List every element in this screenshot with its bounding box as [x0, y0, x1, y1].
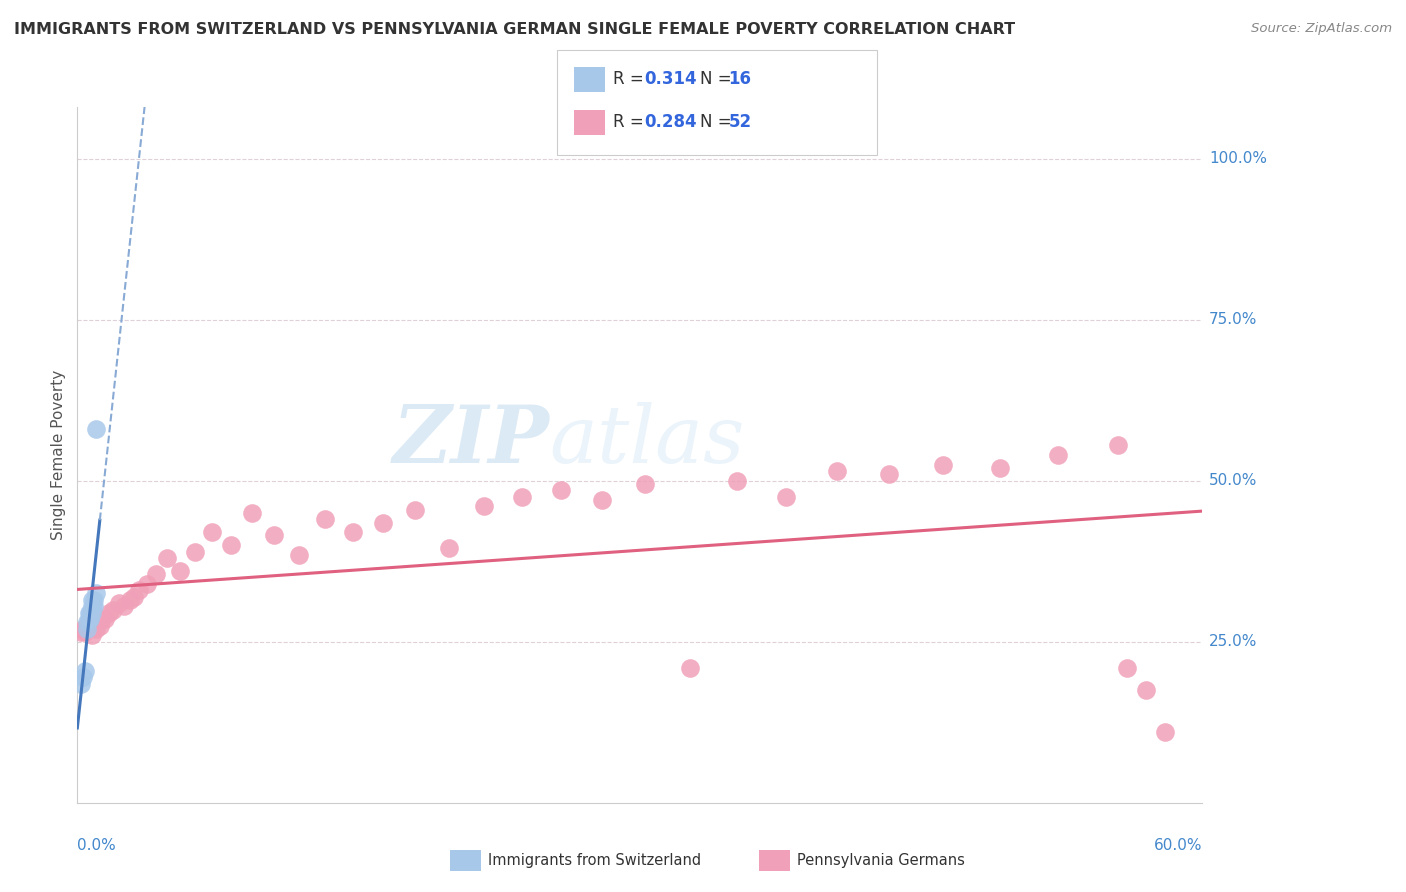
- Point: [371, 516, 394, 530]
- Point: [472, 500, 495, 514]
- Point: [77, 606, 100, 620]
- Point: [98, 606, 121, 620]
- Point: [1107, 438, 1129, 452]
- Text: 16: 16: [728, 70, 751, 88]
- Point: [128, 583, 150, 598]
- Point: [932, 458, 955, 472]
- Point: [83, 592, 105, 607]
- Point: [73, 625, 96, 640]
- Point: [94, 612, 117, 626]
- Point: [240, 506, 263, 520]
- Point: [84, 586, 107, 600]
- Y-axis label: Single Female Poverty: Single Female Poverty: [51, 370, 66, 540]
- Point: [77, 622, 100, 636]
- Text: Pennsylvania Germans: Pennsylvania Germans: [797, 854, 965, 868]
- Point: [87, 615, 110, 630]
- Point: [89, 618, 111, 632]
- Text: 60.0%: 60.0%: [1154, 838, 1202, 854]
- Point: [77, 612, 100, 626]
- Text: 0.284: 0.284: [644, 113, 696, 131]
- Point: [73, 664, 96, 678]
- Point: [83, 618, 105, 632]
- Point: [634, 476, 657, 491]
- Point: [1135, 683, 1157, 698]
- Point: [679, 660, 702, 674]
- Text: IMMIGRANTS FROM SWITZERLAND VS PENNSYLVANIA GERMAN SINGLE FEMALE POVERTY CORRELA: IMMIGRANTS FROM SWITZERLAND VS PENNSYLVA…: [14, 22, 1015, 37]
- Point: [72, 670, 94, 684]
- Point: [725, 474, 748, 488]
- Point: [76, 622, 98, 636]
- Point: [1153, 725, 1175, 739]
- Point: [184, 544, 207, 558]
- Text: 25.0%: 25.0%: [1209, 634, 1257, 649]
- Point: [112, 599, 135, 614]
- Point: [84, 422, 107, 436]
- Text: 52: 52: [728, 113, 751, 131]
- Text: 100.0%: 100.0%: [1209, 151, 1267, 166]
- Point: [135, 576, 157, 591]
- Point: [510, 490, 533, 504]
- Point: [263, 528, 285, 542]
- Point: [90, 612, 112, 626]
- Text: R =: R =: [613, 113, 650, 131]
- Point: [83, 599, 105, 614]
- Point: [1046, 448, 1069, 462]
- Point: [1116, 660, 1139, 674]
- Point: [101, 602, 124, 616]
- Point: [404, 502, 426, 516]
- Point: [287, 548, 309, 562]
- Text: 0.314: 0.314: [644, 70, 696, 88]
- Point: [156, 551, 179, 566]
- Point: [82, 628, 104, 642]
- Point: [70, 676, 93, 690]
- Point: [107, 596, 129, 610]
- Point: [82, 606, 104, 620]
- Text: atlas: atlas: [550, 402, 745, 480]
- Point: [70, 625, 93, 640]
- Point: [437, 541, 460, 556]
- Point: [79, 606, 101, 620]
- Point: [79, 612, 101, 626]
- Text: Source: ZipAtlas.com: Source: ZipAtlas.com: [1251, 22, 1392, 36]
- Point: [775, 490, 797, 504]
- Point: [79, 618, 101, 632]
- Point: [219, 538, 242, 552]
- Point: [118, 592, 141, 607]
- Point: [314, 512, 336, 526]
- Text: Immigrants from Switzerland: Immigrants from Switzerland: [488, 854, 702, 868]
- Point: [342, 525, 364, 540]
- Point: [169, 564, 191, 578]
- Text: N =: N =: [700, 113, 737, 131]
- Point: [591, 493, 613, 508]
- Point: [76, 618, 98, 632]
- Text: R =: R =: [613, 70, 650, 88]
- Text: 75.0%: 75.0%: [1209, 312, 1257, 327]
- Point: [72, 622, 94, 636]
- Text: ZIP: ZIP: [392, 402, 550, 480]
- Point: [82, 592, 104, 607]
- Point: [122, 590, 145, 604]
- Point: [84, 622, 107, 636]
- Text: 50.0%: 50.0%: [1209, 473, 1257, 488]
- Point: [550, 483, 572, 498]
- Point: [825, 464, 848, 478]
- Point: [145, 567, 167, 582]
- Point: [877, 467, 900, 482]
- Text: 0.0%: 0.0%: [77, 838, 117, 854]
- Text: N =: N =: [700, 70, 737, 88]
- Point: [76, 615, 98, 630]
- Point: [82, 599, 104, 614]
- Point: [201, 525, 224, 540]
- Point: [988, 460, 1011, 475]
